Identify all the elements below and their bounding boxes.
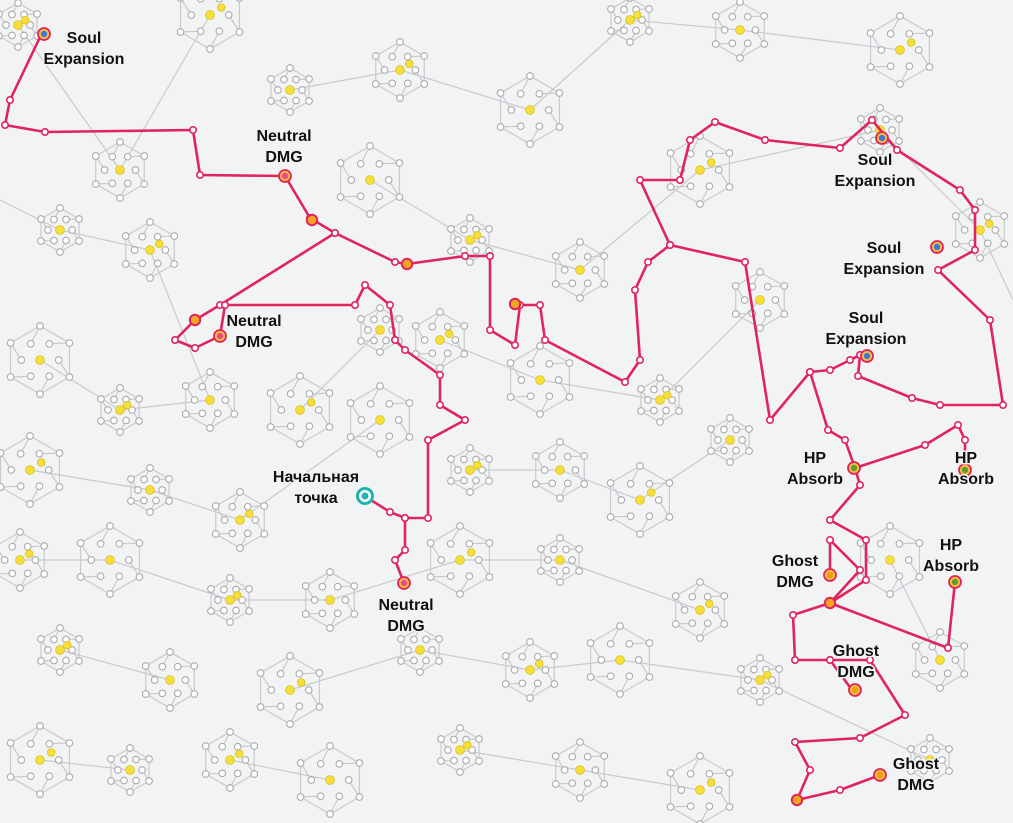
start-node-label: Начальная точка [273, 469, 359, 507]
soul-expansion-4-node[interactable] [860, 349, 874, 363]
ghost-dmg-3-label: Ghost DMG [893, 756, 940, 794]
neutral-dmg-2-label: Neutral DMG [226, 313, 281, 351]
neutral-dmg-2-node[interactable] [213, 329, 227, 343]
ghost-dmg-1-label: Ghost DMG [772, 553, 819, 591]
start-node-node[interactable] [356, 487, 374, 505]
soul-expansion-3-node[interactable] [930, 240, 944, 254]
soul-expansion-4-label: Soul Expansion [826, 310, 907, 348]
soul-expansion-1-label: Soul Expansion [44, 30, 125, 68]
soul-expansion-2-label: Soul Expansion [835, 152, 916, 190]
neutral-dmg-3-node[interactable] [397, 576, 411, 590]
soul-expansion-3-label: Soul Expansion [844, 240, 925, 278]
ghost-dmg-2-node[interactable] [848, 683, 862, 697]
hp-absorb-1-label: HP Absorb [787, 450, 843, 488]
hp-absorb-2-label: HP Absorb [938, 450, 994, 488]
neutral-dmg-1-node[interactable] [278, 169, 292, 183]
hp-absorb-1-node[interactable] [847, 461, 861, 475]
notable-labels: Soul Expansion Soul Expansion Soul Expansion S… [42, 29, 996, 796]
neutral-dmg-1-label: Neutral DMG [256, 128, 311, 166]
neutral-dmg-3-label: Neutral DMG [378, 597, 433, 635]
ghost-dmg-1-node[interactable] [823, 568, 837, 582]
ghost-dmg-2-label: Ghost DMG [833, 643, 880, 681]
hp-absorb-3-node[interactable] [948, 575, 962, 589]
notable-nodes [37, 27, 972, 782]
ghost-dmg-3-node[interactable] [873, 768, 887, 782]
soul-expansion-1-node[interactable] [37, 27, 51, 41]
hp-absorb-3-label: HP Absorb [923, 537, 979, 575]
hp-absorb-2-node[interactable] [958, 463, 972, 477]
soul-expansion-2-node[interactable] [875, 131, 889, 145]
